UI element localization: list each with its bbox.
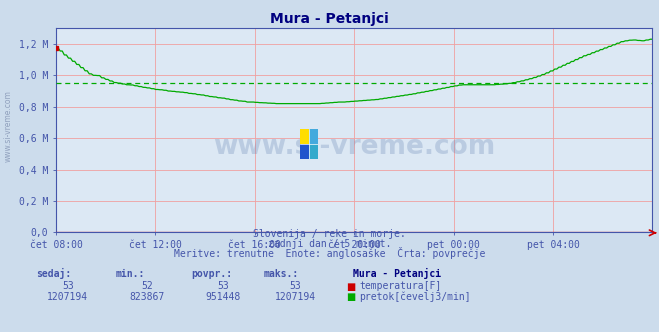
- Text: pretok[čevelj3/min]: pretok[čevelj3/min]: [359, 291, 471, 302]
- Text: ■: ■: [346, 292, 355, 302]
- Text: min.:: min.:: [115, 269, 145, 279]
- Text: 823867: 823867: [129, 292, 165, 302]
- Text: sedaj:: sedaj:: [36, 268, 71, 279]
- Text: Meritve: trenutne  Enote: anglosaške  Črta: povprečje: Meritve: trenutne Enote: anglosaške Črta…: [174, 247, 485, 259]
- Text: zadnji dan / 5 minut.: zadnji dan / 5 minut.: [268, 239, 391, 249]
- Bar: [309, 144, 318, 159]
- Text: Slovenija / reke in morje.: Slovenija / reke in morje.: [253, 229, 406, 239]
- Text: 53: 53: [62, 281, 74, 291]
- Bar: [300, 129, 309, 144]
- Bar: [309, 129, 318, 144]
- Text: 53: 53: [217, 281, 229, 291]
- Text: Mura - Petanjci: Mura - Petanjci: [353, 268, 441, 279]
- Text: 1207194: 1207194: [275, 292, 316, 302]
- Text: Mura - Petanjci: Mura - Petanjci: [270, 12, 389, 26]
- Text: ■: ■: [346, 282, 355, 291]
- Text: 951448: 951448: [205, 292, 241, 302]
- Text: 52: 52: [141, 281, 153, 291]
- Text: temperatura[F]: temperatura[F]: [359, 281, 442, 291]
- Text: 53: 53: [289, 281, 301, 291]
- Text: 1207194: 1207194: [47, 292, 88, 302]
- Text: povpr.:: povpr.:: [191, 269, 232, 279]
- Text: www.si-vreme.com: www.si-vreme.com: [213, 134, 496, 160]
- Text: maks.:: maks.:: [264, 269, 299, 279]
- Text: www.si-vreme.com: www.si-vreme.com: [3, 90, 13, 162]
- Bar: [300, 144, 309, 159]
